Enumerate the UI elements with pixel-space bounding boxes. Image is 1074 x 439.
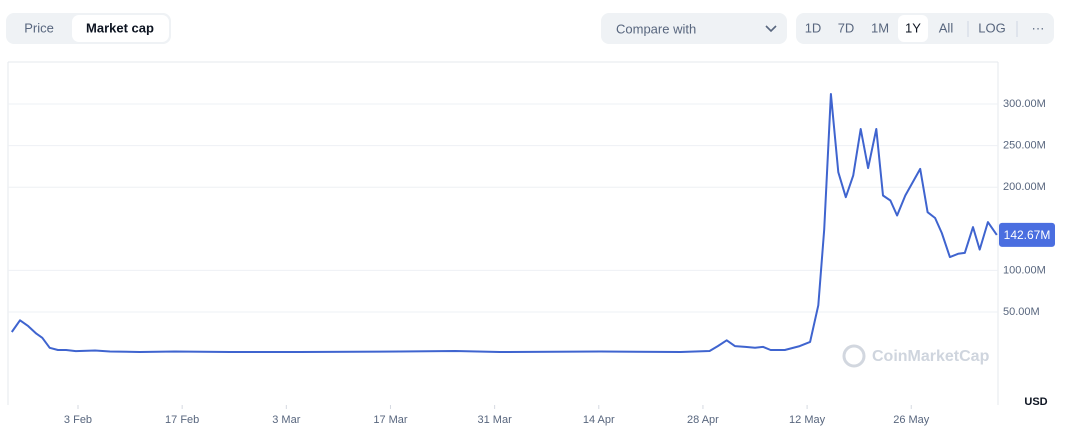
range-button[interactable]: 1Y [905, 20, 921, 35]
range-button[interactable]: 1M [871, 20, 889, 35]
range-button[interactable]: 1D [805, 20, 822, 35]
x-tick-label: 17 Mar [373, 414, 408, 426]
x-tick-label: 26 May [893, 414, 930, 426]
watermark-logo [842, 344, 866, 368]
range-button[interactable]: All [939, 20, 954, 35]
more-button[interactable]: ··· [1032, 20, 1045, 35]
active-range [898, 15, 928, 42]
x-tick-label: 12 May [789, 414, 826, 426]
chevron [765, 25, 777, 33]
y-tick-label: 50.00M [1003, 306, 1040, 318]
last-value-label: 142.67M [1004, 228, 1051, 242]
range-button[interactable]: 7D [838, 20, 855, 35]
watermark: CoinMarketCap [872, 348, 990, 365]
x-tick-label: 3 Feb [64, 414, 92, 426]
active-tab [72, 15, 169, 42]
y-tick-label: 300.00M [1003, 98, 1046, 110]
compare-dropdown[interactable] [601, 13, 787, 44]
x-tick-label: 17 Feb [165, 414, 199, 426]
tab[interactable]: Price [24, 20, 54, 35]
x-tick-label: 3 Mar [272, 414, 300, 426]
currency-label: USD [1024, 396, 1047, 408]
x-tick-label: 31 Mar [478, 414, 513, 426]
y-tick-label: 200.00M [1003, 181, 1046, 193]
line-series [10, 93, 998, 353]
compare-label: Compare with [616, 21, 696, 36]
range-button[interactable]: LOG [978, 20, 1005, 35]
y-tick-label: 250.00M [1003, 140, 1046, 152]
last-value-badge [999, 222, 1055, 247]
x-tick-label: 14 Apr [583, 414, 615, 426]
tab[interactable]: Market cap [86, 20, 154, 35]
x-tick-label: 28 Apr [687, 414, 719, 426]
y-tick-label: 100.00M [1003, 264, 1046, 276]
